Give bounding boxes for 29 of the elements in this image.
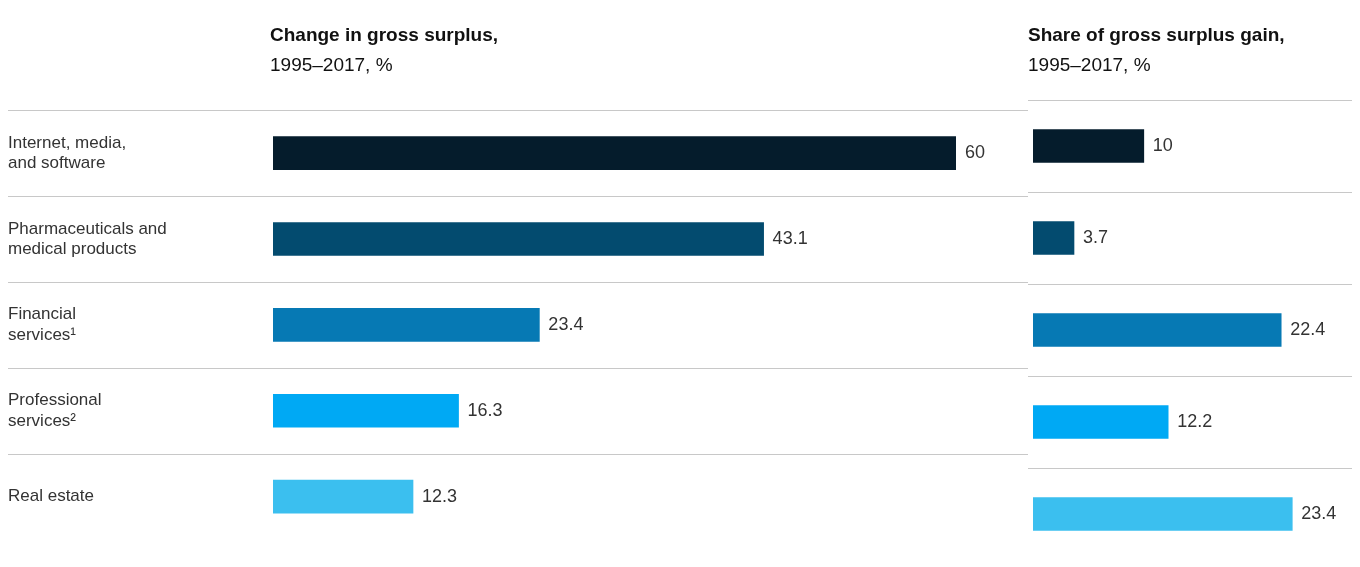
bar xyxy=(1033,221,1075,255)
bar xyxy=(1033,497,1293,531)
y-tick-label: Financial services¹ xyxy=(8,304,77,344)
data-label: 12.2 xyxy=(1177,410,1213,431)
y-tick-label: Internet, media, and software xyxy=(8,132,127,173)
bar xyxy=(1033,313,1282,347)
bar xyxy=(273,222,764,256)
bar xyxy=(273,136,956,170)
data-label: 23.4 xyxy=(1301,502,1337,523)
data-label: 60 xyxy=(965,142,986,163)
data-label: 23.4 xyxy=(548,313,584,334)
bar xyxy=(273,393,459,428)
data-label: 22.4 xyxy=(1290,318,1326,339)
data-label: 10 xyxy=(1152,134,1173,155)
y-tick-label: Professional services² xyxy=(8,390,102,430)
y-tick-label: Pharmaceuticals and medical products xyxy=(8,218,167,258)
chart-subtitle: 1995–2017, % xyxy=(270,53,394,76)
bar xyxy=(273,308,540,342)
data-label: 43.1 xyxy=(772,227,808,248)
chart-title: Share of gross surplus gain, xyxy=(1028,23,1286,46)
data-label: 3.7 xyxy=(1083,226,1109,247)
data-label: 12.3 xyxy=(422,485,458,506)
data-label: 16.3 xyxy=(467,399,503,420)
chart-subtitle: 1995–2017, % xyxy=(1028,53,1152,76)
bar xyxy=(273,479,414,514)
y-tick-label: Real estate xyxy=(8,486,94,506)
bar xyxy=(1033,405,1169,439)
bar xyxy=(1033,129,1145,163)
chart-title: Change in gross surplus, xyxy=(270,23,500,46)
